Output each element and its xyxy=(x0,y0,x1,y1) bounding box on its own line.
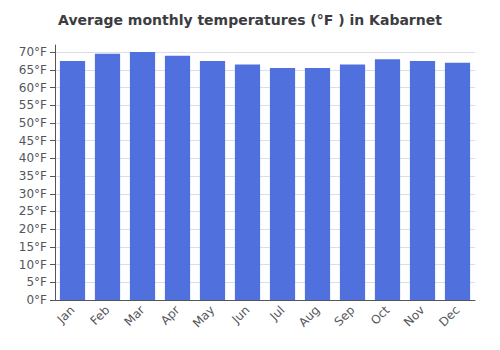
svg-text:May: May xyxy=(190,303,217,330)
svg-text:Jun: Jun xyxy=(229,303,253,327)
svg-text:Sep: Sep xyxy=(332,303,358,329)
svg-text:Dec: Dec xyxy=(436,303,462,329)
svg-text:20°F: 20°F xyxy=(19,222,47,236)
svg-text:25°F: 25°F xyxy=(19,204,47,218)
svg-text:Jan: Jan xyxy=(54,303,78,327)
svg-text:10°F: 10°F xyxy=(19,258,47,272)
svg-text:Nov: Nov xyxy=(401,303,427,329)
svg-text:50°F: 50°F xyxy=(19,116,47,130)
svg-text:Jul: Jul xyxy=(267,303,288,324)
svg-text:15°F: 15°F xyxy=(19,240,47,254)
svg-text:Oct: Oct xyxy=(368,303,393,328)
svg-text:5°F: 5°F xyxy=(26,275,47,289)
svg-text:0°F: 0°F xyxy=(26,293,47,307)
svg-text:35°F: 35°F xyxy=(19,169,47,183)
svg-text:Aug: Aug xyxy=(296,303,322,329)
svg-text:Apr: Apr xyxy=(158,303,183,328)
svg-text:40°F: 40°F xyxy=(19,151,47,165)
svg-text:65°F: 65°F xyxy=(19,63,47,77)
svg-text:45°F: 45°F xyxy=(19,134,47,148)
svg-text:Mar: Mar xyxy=(122,303,148,329)
svg-text:Average monthly temperatures (: Average monthly temperatures (°F ) in Ka… xyxy=(58,12,442,28)
svg-text:70°F: 70°F xyxy=(19,45,47,59)
svg-text:30°F: 30°F xyxy=(19,187,47,201)
svg-text:55°F: 55°F xyxy=(19,98,47,112)
svg-text:60°F: 60°F xyxy=(19,81,47,95)
svg-text:Feb: Feb xyxy=(88,303,113,328)
